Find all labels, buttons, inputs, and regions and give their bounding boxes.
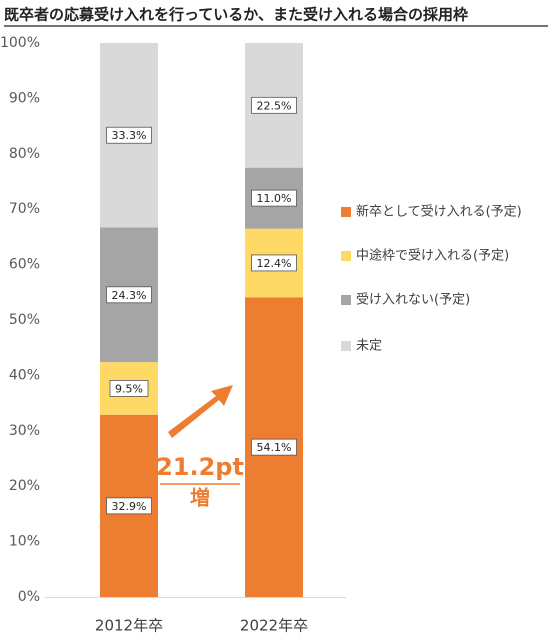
legend-label: 新卒として受け入れる(予定) — [356, 204, 522, 220]
value-label: 12.4% — [257, 257, 292, 270]
y-tick-label: 0% — [18, 589, 40, 605]
value-label: 22.5% — [257, 99, 292, 112]
y-tick-label: 10% — [9, 534, 40, 550]
legend-swatch — [341, 207, 351, 217]
legend-swatch — [341, 295, 351, 305]
value-label: 33.3% — [112, 129, 147, 142]
y-tick-label: 50% — [9, 312, 40, 328]
y-tick-label: 60% — [9, 257, 40, 273]
value-label: 32.9% — [112, 500, 147, 513]
value-label-box — [251, 189, 297, 207]
value-label-box — [106, 126, 152, 144]
x-tick-label: 2012年卒 — [95, 617, 163, 635]
legend-swatch — [341, 341, 351, 351]
y-tick-label: 90% — [9, 90, 40, 106]
value-label-box — [109, 380, 149, 397]
chart-title: 既卒者の応募受け入れを行っているか、また受け入れる場合の採用枠 — [4, 6, 468, 24]
y-tick-label: 40% — [9, 367, 40, 383]
legend-label: 中途枠で受け入れる(予定) — [356, 248, 509, 264]
x-tick-label: 2022年卒 — [240, 617, 308, 635]
value-label-box — [106, 286, 152, 304]
value-label-box — [106, 497, 152, 515]
value-label: 24.3% — [112, 289, 147, 302]
value-label: 54.1% — [257, 441, 292, 454]
value-label-box — [251, 96, 297, 114]
y-tick-label: 30% — [9, 423, 40, 439]
y-tick-label: 80% — [9, 146, 40, 162]
legend-label: 未定 — [356, 339, 382, 354]
legend-swatch — [341, 251, 351, 261]
annotation: 21.2pt — [156, 453, 244, 481]
legend-label: 受け入れない(予定) — [356, 293, 470, 308]
value-label: 11.0% — [257, 192, 292, 205]
y-tick-label: 20% — [9, 478, 40, 494]
y-tick-label: 100% — [0, 35, 40, 51]
value-label: 9.5% — [115, 382, 143, 395]
annotation-sub: 増 — [190, 486, 210, 510]
increase-arrow — [168, 385, 233, 438]
plot: 0% 10% 20% 30% 40% 50% 60% 70% 80% 90% 100% 2012年卒 3… — [0, 35, 522, 635]
y-tick-label: 70% — [9, 201, 40, 217]
value-label-box — [251, 438, 297, 456]
value-label-box — [251, 254, 297, 272]
